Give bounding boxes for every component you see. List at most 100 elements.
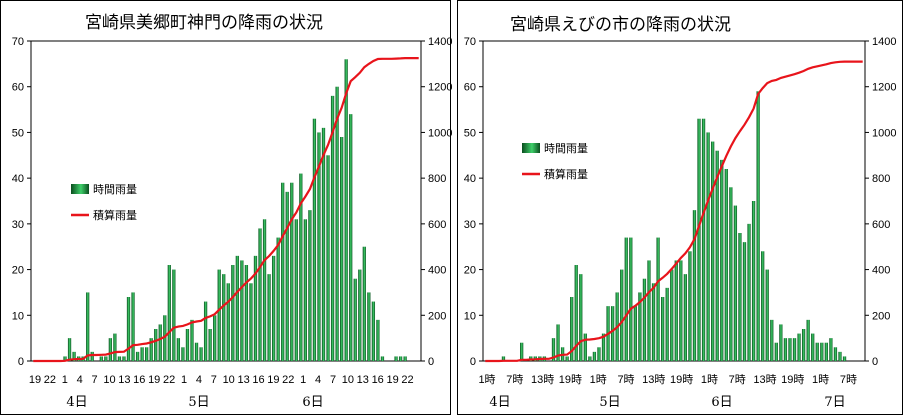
chart-panel-misato: 宮崎県美郷町神門の降雨の状況 0 10 20 30 40 50 60 70 0 200 400 600 8… [0, 0, 453, 415]
day-label: 6日 [711, 395, 732, 410]
legend-bar-swatch [71, 184, 89, 194]
x-tick-label: 1時 [812, 373, 829, 386]
x-tick-label: 19時 [670, 373, 693, 386]
x-tick-label: 13時 [753, 373, 776, 386]
rain-bar [154, 329, 158, 361]
rain-bar [610, 306, 615, 361]
x-tick-label: 13時 [531, 373, 554, 386]
x-tick-label: 4 [196, 374, 202, 386]
x-tick-label: 1時 [590, 373, 607, 386]
rain-bar [679, 260, 683, 361]
x-tick-label: 19 [29, 374, 41, 386]
x-tick-label: 7 [92, 374, 98, 386]
rain-bar [706, 132, 710, 361]
rain-bar [158, 324, 162, 361]
rain-bar [308, 210, 312, 361]
rain-bar [601, 333, 606, 361]
y2-tick-label: 600 [428, 219, 446, 231]
x-tick-label: 16 [372, 374, 384, 386]
y-tick-label: 0 [470, 356, 476, 368]
x-tick-label: 1 [181, 374, 187, 386]
rain-bar [820, 342, 824, 361]
x-tick-label: 13 [237, 374, 249, 386]
rain-bar [299, 173, 303, 361]
rain-bar [656, 237, 660, 361]
x-tick-label: 10 [342, 374, 354, 386]
rain-bar [217, 269, 221, 361]
x-tick-label: 13時 [642, 373, 665, 386]
x-tick-label: 1時 [478, 373, 495, 386]
y-tick-label: 60 [12, 82, 24, 94]
rain-bar [565, 356, 569, 361]
rain-bar [806, 319, 810, 361]
x-tick-label: 19時 [559, 373, 582, 386]
rain-bar [367, 292, 371, 361]
rain-bar [122, 356, 126, 361]
y-tick-label: 20 [12, 265, 24, 277]
rain-bar [335, 86, 339, 361]
chart-panel-ebino: 宮崎県えびの市の降雨の状況 0 10 20 30 40 50 60 70 0 200 400 600 80… [457, 0, 903, 415]
rain-bar [253, 255, 258, 361]
x-tick-label: 22 [282, 374, 294, 386]
rain-bar [738, 233, 742, 361]
rain-bar [551, 338, 556, 361]
x-tick-label: 7時 [729, 373, 746, 386]
rain-bar [520, 342, 524, 361]
y2-tick-label: 200 [428, 310, 446, 322]
x-tick-label: 7時 [506, 373, 523, 386]
y-tick-label: 60 [464, 82, 476, 94]
rain-bar [281, 182, 285, 361]
rain-bar [353, 278, 357, 361]
rain-bar [371, 301, 376, 361]
x-tick-label: 19時 [781, 373, 804, 386]
x-tick-label: 7時 [617, 373, 634, 386]
rain-bar [729, 187, 733, 361]
y-tick-label: 30 [464, 219, 476, 231]
rain-bar [117, 356, 122, 361]
rain-bar [344, 59, 348, 362]
rain-bar [811, 333, 815, 361]
y-tick-label: 0 [18, 356, 24, 368]
rain-bar [597, 347, 601, 361]
legend-label-hourly: 時間雨量 [544, 142, 588, 155]
x-tick-label: 7時 [840, 373, 857, 386]
rain-bar [838, 351, 842, 361]
rain-bar [222, 274, 226, 361]
chart-svg-ebino: 宮崎県えびの市の降雨の状況 0 10 20 30 40 50 60 70 0 200 400 600 80… [464, 15, 897, 410]
rain-bar [181, 347, 185, 361]
rain-bar [231, 265, 235, 361]
legend-bar-swatch [522, 143, 540, 153]
rain-bar [751, 201, 756, 361]
y2-tick-label: 0 [428, 356, 434, 368]
rain-bar [815, 342, 819, 361]
rain-bar [592, 351, 597, 361]
rain-bar [583, 333, 587, 361]
rain-bar [501, 356, 506, 361]
rain-bar [258, 228, 262, 361]
rain-bar [326, 155, 330, 361]
rain-bar [185, 329, 190, 361]
x-tick-label: 16 [133, 374, 145, 386]
rain-bar [747, 223, 751, 361]
rain-bar [145, 347, 149, 361]
rain-bar [131, 292, 135, 361]
y-tick-label: 10 [464, 310, 476, 322]
rain-bar [176, 338, 181, 361]
rain-bar [783, 338, 788, 361]
x-tick-label: 7 [211, 374, 217, 386]
x-tick-label: 13 [357, 374, 369, 386]
rain-bar [244, 265, 249, 361]
rain-bar [765, 269, 769, 361]
rain-bar [90, 351, 94, 361]
x-tick-label: 7 [330, 374, 336, 386]
chart-svg-misato: 宮崎県美郷町神門の降雨の状況 0 10 20 30 40 50 60 70 0 200 400 600 8… [12, 13, 453, 410]
rain-bar [574, 265, 578, 361]
rain-bar [249, 283, 253, 361]
rain-bar [86, 292, 90, 361]
rain-bar [633, 306, 637, 361]
x-tick-label: 4 [315, 374, 321, 386]
y-tick-label: 20 [464, 265, 476, 277]
rain-bar [63, 356, 67, 361]
rain-bar [376, 319, 380, 361]
